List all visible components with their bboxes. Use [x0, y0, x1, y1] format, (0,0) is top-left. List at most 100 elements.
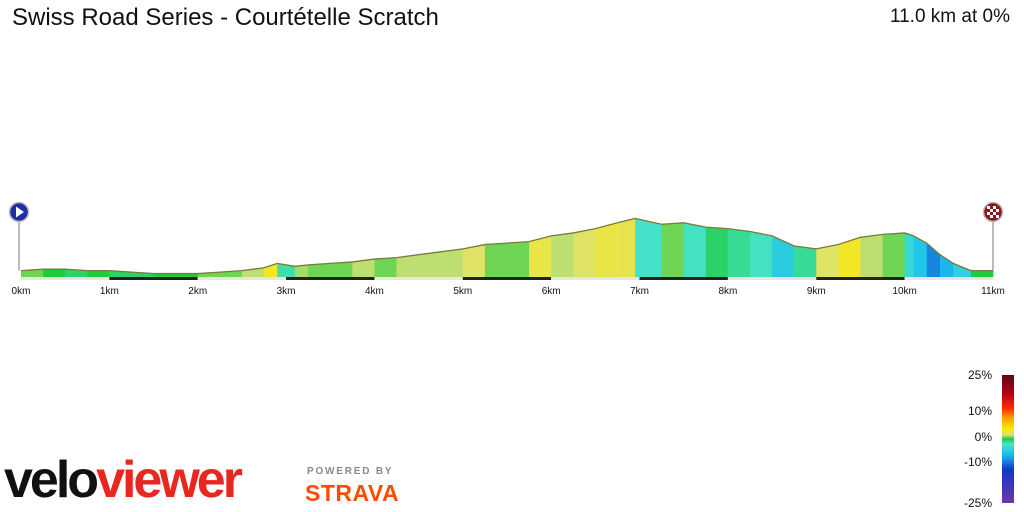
gradient-segment	[648, 221, 654, 277]
gradient-segment	[82, 270, 88, 277]
gradient-segment	[785, 241, 791, 277]
gradient-segment	[47, 269, 53, 277]
gradient-segment	[272, 263, 278, 277]
gradient-segment	[732, 229, 738, 277]
gradient-segment	[445, 250, 450, 277]
gradient-segment	[184, 273, 190, 277]
gradient-segment	[869, 235, 875, 277]
gradient-segment	[356, 260, 362, 277]
gradient-segment	[953, 263, 959, 277]
gradient-segment	[794, 246, 799, 277]
km-bar-segment	[727, 277, 817, 280]
gradient-segment	[361, 260, 367, 277]
checkered-square	[996, 209, 999, 212]
gradient-segment	[60, 269, 66, 277]
gradient-segment	[250, 268, 256, 277]
gradient-segment	[418, 254, 424, 277]
gradient-segment	[701, 226, 707, 277]
gradient-segment	[131, 272, 137, 277]
gradient-segment	[555, 234, 561, 277]
gradient-segment	[568, 232, 574, 277]
gradient-segment	[334, 262, 340, 277]
gradient-segment	[303, 264, 309, 277]
gradient-segment	[38, 269, 44, 277]
gradient-segment	[604, 225, 610, 277]
gradient-segment	[666, 223, 671, 277]
gradient-segment	[387, 257, 393, 277]
gradient-segment	[520, 241, 526, 277]
gradient-segment	[613, 222, 618, 277]
gradient-segment	[78, 270, 84, 277]
gradient-segment	[308, 264, 313, 277]
gradient-segment	[462, 248, 468, 277]
gradient-segment	[480, 244, 486, 277]
gradient-segment	[772, 235, 777, 277]
gradient-segment	[365, 259, 371, 277]
gradient-segment	[507, 242, 512, 277]
gradient-segment	[683, 222, 689, 277]
x-tick-label: 8km	[718, 286, 738, 297]
gradient-segment	[343, 262, 349, 277]
elevation-profile-chart	[8, 201, 1004, 280]
gradient-segment	[113, 270, 119, 277]
gradient-segment	[926, 243, 932, 277]
gradient-segment	[679, 222, 685, 277]
gradient-segment	[776, 237, 782, 277]
gradient-segment	[537, 238, 543, 277]
gradient-segment	[453, 249, 459, 277]
gradient-segment	[688, 223, 693, 277]
gradient-segment	[400, 256, 406, 277]
gradient-segment	[175, 273, 181, 277]
gradient-segment	[838, 243, 844, 277]
gradient-segment	[807, 247, 813, 277]
x-tick-label: 2km	[188, 286, 208, 297]
gradient-segment	[502, 243, 508, 277]
gradient-segment	[873, 234, 879, 277]
gradient-segment	[476, 245, 481, 277]
x-tick-label: 3km	[276, 286, 296, 297]
gradient-segment	[630, 218, 636, 277]
gradient-segment	[542, 237, 548, 277]
gradient-segment	[277, 263, 283, 277]
x-tick-label: 9km	[806, 286, 826, 297]
gradient-segment	[957, 265, 963, 277]
gradient-segment	[135, 272, 141, 277]
gradient-segment	[511, 242, 517, 277]
gradient-segment	[789, 243, 795, 277]
gradient-segment	[91, 270, 97, 277]
gradient-segment	[696, 225, 702, 277]
gradient-segment	[264, 266, 269, 277]
strava-logo[interactable]: STRAVA	[305, 480, 400, 506]
gradient-segment	[219, 271, 225, 277]
veloviewer-logo[interactable]: veloviewer	[4, 451, 243, 509]
gradient-segment	[237, 270, 243, 277]
gradient-segment	[617, 221, 623, 277]
gradient-segment	[392, 257, 397, 277]
gradient-segment	[820, 247, 826, 277]
gradient-segment	[895, 233, 901, 277]
gradient-segment	[74, 269, 79, 277]
gradient-segment	[427, 252, 433, 277]
gradient-segment	[750, 231, 755, 277]
gradient-segment	[825, 246, 830, 277]
checkered-square	[990, 215, 993, 218]
gradient-segment	[330, 263, 336, 277]
gradient-segment	[180, 273, 185, 277]
gradient-segment	[396, 257, 402, 277]
gradient-segment	[639, 219, 645, 277]
gradient-segment	[595, 227, 601, 277]
gradient-segment	[29, 269, 35, 277]
legend-label-0: 0%	[974, 430, 992, 444]
gradient-segment	[962, 267, 967, 277]
gradient-segment	[856, 237, 861, 277]
gradient-segment	[118, 271, 124, 277]
powered-by-label: POWERED BY	[307, 466, 394, 477]
gradient-segment	[449, 250, 455, 277]
legend-label-minus-25: -25%	[963, 496, 992, 510]
gradient-legend: 25% 10% 0% -10% -25%	[958, 368, 1018, 512]
x-tick-label: 4km	[365, 286, 384, 297]
gradient-segment	[290, 265, 296, 277]
gradient-segment	[202, 272, 207, 277]
gradient-segment	[674, 223, 680, 277]
x-tick-label: 0km	[11, 286, 31, 297]
